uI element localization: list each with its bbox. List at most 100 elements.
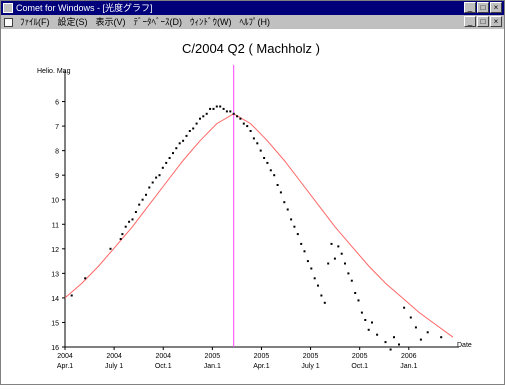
data-point	[252, 137, 255, 140]
data-point	[323, 301, 326, 304]
data-point	[199, 117, 201, 120]
data-point	[195, 122, 198, 125]
data-point	[121, 233, 124, 236]
data-point	[398, 343, 400, 346]
y-tick-label: 10	[51, 198, 59, 205]
data-point	[347, 272, 350, 275]
data-point	[219, 105, 222, 108]
data-point	[296, 233, 299, 236]
menu-window[interactable]: ｳｨﾝﾄﾞｳ(W)	[190, 17, 232, 27]
data-point	[263, 157, 266, 159]
menu-view[interactable]: 表示(V)	[95, 17, 126, 27]
x-tick-label-month: Jan.1	[400, 363, 417, 370]
x-tick-label-month: Oct.1	[155, 363, 172, 370]
x-tick-label-year: 2006	[401, 353, 417, 360]
data-point	[306, 260, 309, 263]
x-tick-label-year: 2005	[254, 353, 270, 360]
data-point	[158, 174, 161, 177]
menu-file[interactable]: ﾌｧｲﾙ(F)	[20, 17, 50, 27]
data-point	[317, 284, 319, 287]
data-point	[337, 245, 340, 248]
data-point	[212, 107, 215, 110]
data-point	[175, 147, 178, 150]
data-point	[124, 225, 127, 228]
data-point	[148, 186, 151, 189]
data-point	[242, 122, 245, 125]
data-point	[440, 336, 443, 339]
x-tick-label-year: 2004	[106, 353, 122, 360]
data-point	[393, 336, 395, 339]
x-tick-label-month: Apr.1	[253, 363, 269, 370]
data-point	[313, 277, 316, 280]
data-point	[320, 294, 323, 297]
x-tick-label-year: 2004	[155, 353, 171, 360]
data-point	[70, 294, 73, 297]
menu-help[interactable]: ﾍﾙﾌﾟ(H)	[239, 17, 271, 27]
data-point	[371, 321, 373, 324]
document-controls: _ □ ×	[464, 16, 502, 27]
data-point	[141, 198, 144, 201]
doc-minimize-button[interactable]: _	[464, 16, 476, 27]
app-icon[interactable]	[3, 3, 13, 13]
x-tick-label-month: July 1	[105, 363, 123, 370]
data-point	[344, 262, 346, 265]
data-point	[293, 225, 296, 228]
y-axis-label: Helio. Mag	[37, 68, 71, 75]
document-icon[interactable]	[4, 17, 13, 27]
data-point	[354, 292, 357, 294]
observation-points	[70, 105, 443, 351]
minimize-button[interactable]: _	[464, 2, 476, 13]
data-point	[222, 107, 225, 110]
x-tick-label-month: Apr.1	[57, 363, 73, 370]
data-point	[138, 203, 141, 206]
data-point	[232, 112, 235, 115]
y-tick-label: 13	[51, 271, 59, 278]
maximize-button[interactable]: □	[477, 2, 489, 13]
x-tick-label-year: 2005	[205, 353, 221, 360]
data-point	[367, 328, 370, 331]
data-point	[384, 341, 387, 344]
data-point	[279, 191, 282, 194]
doc-close-button[interactable]: ×	[490, 16, 502, 27]
data-point	[350, 279, 353, 282]
close-button[interactable]: ×	[490, 2, 502, 13]
data-point	[84, 277, 87, 280]
data-point	[419, 338, 422, 341]
data-point	[360, 311, 363, 314]
data-point	[389, 348, 392, 351]
data-point	[246, 125, 249, 128]
x-tick-label-month: Jan.1	[204, 363, 221, 370]
data-point	[131, 218, 134, 221]
data-point	[145, 193, 147, 196]
data-point	[165, 161, 168, 164]
window-title: Comet for Windows - [光度グラフ]	[16, 3, 153, 13]
title-bar[interactable]: Comet for Windows - [光度グラフ] _ □ ×	[1, 1, 504, 15]
data-point	[128, 220, 131, 223]
data-point	[155, 176, 158, 179]
data-point	[414, 326, 417, 329]
y-tick-label: 9	[55, 173, 59, 180]
window-controls: _ □ ×	[464, 2, 502, 13]
x-tick-label-month: Oct.1	[351, 363, 368, 370]
data-point	[205, 112, 208, 115]
data-point	[188, 130, 191, 132]
data-point	[161, 166, 164, 169]
data-point	[192, 127, 195, 130]
y-tick-label: 7	[55, 124, 59, 131]
data-point	[364, 319, 367, 321]
menu-settings[interactable]: 設定(S)	[57, 17, 88, 27]
x-tick-label-year: 2005	[352, 353, 368, 360]
doc-restore-button[interactable]: □	[477, 16, 489, 27]
data-point	[303, 250, 306, 253]
data-point	[185, 134, 188, 137]
data-point	[236, 115, 239, 118]
menu-database[interactable]: ﾃﾞｰﾀﾍﾞｰｽ(D)	[133, 17, 183, 27]
chart-title: C/2004 Q2 ( Machholz )	[182, 41, 320, 56]
data-point	[283, 201, 286, 204]
data-point	[249, 130, 252, 132]
data-point	[376, 333, 379, 336]
y-tick-label: 15	[51, 320, 59, 327]
x-axis-label: Date	[457, 342, 472, 349]
data-point	[269, 169, 272, 172]
data-point	[409, 316, 412, 319]
